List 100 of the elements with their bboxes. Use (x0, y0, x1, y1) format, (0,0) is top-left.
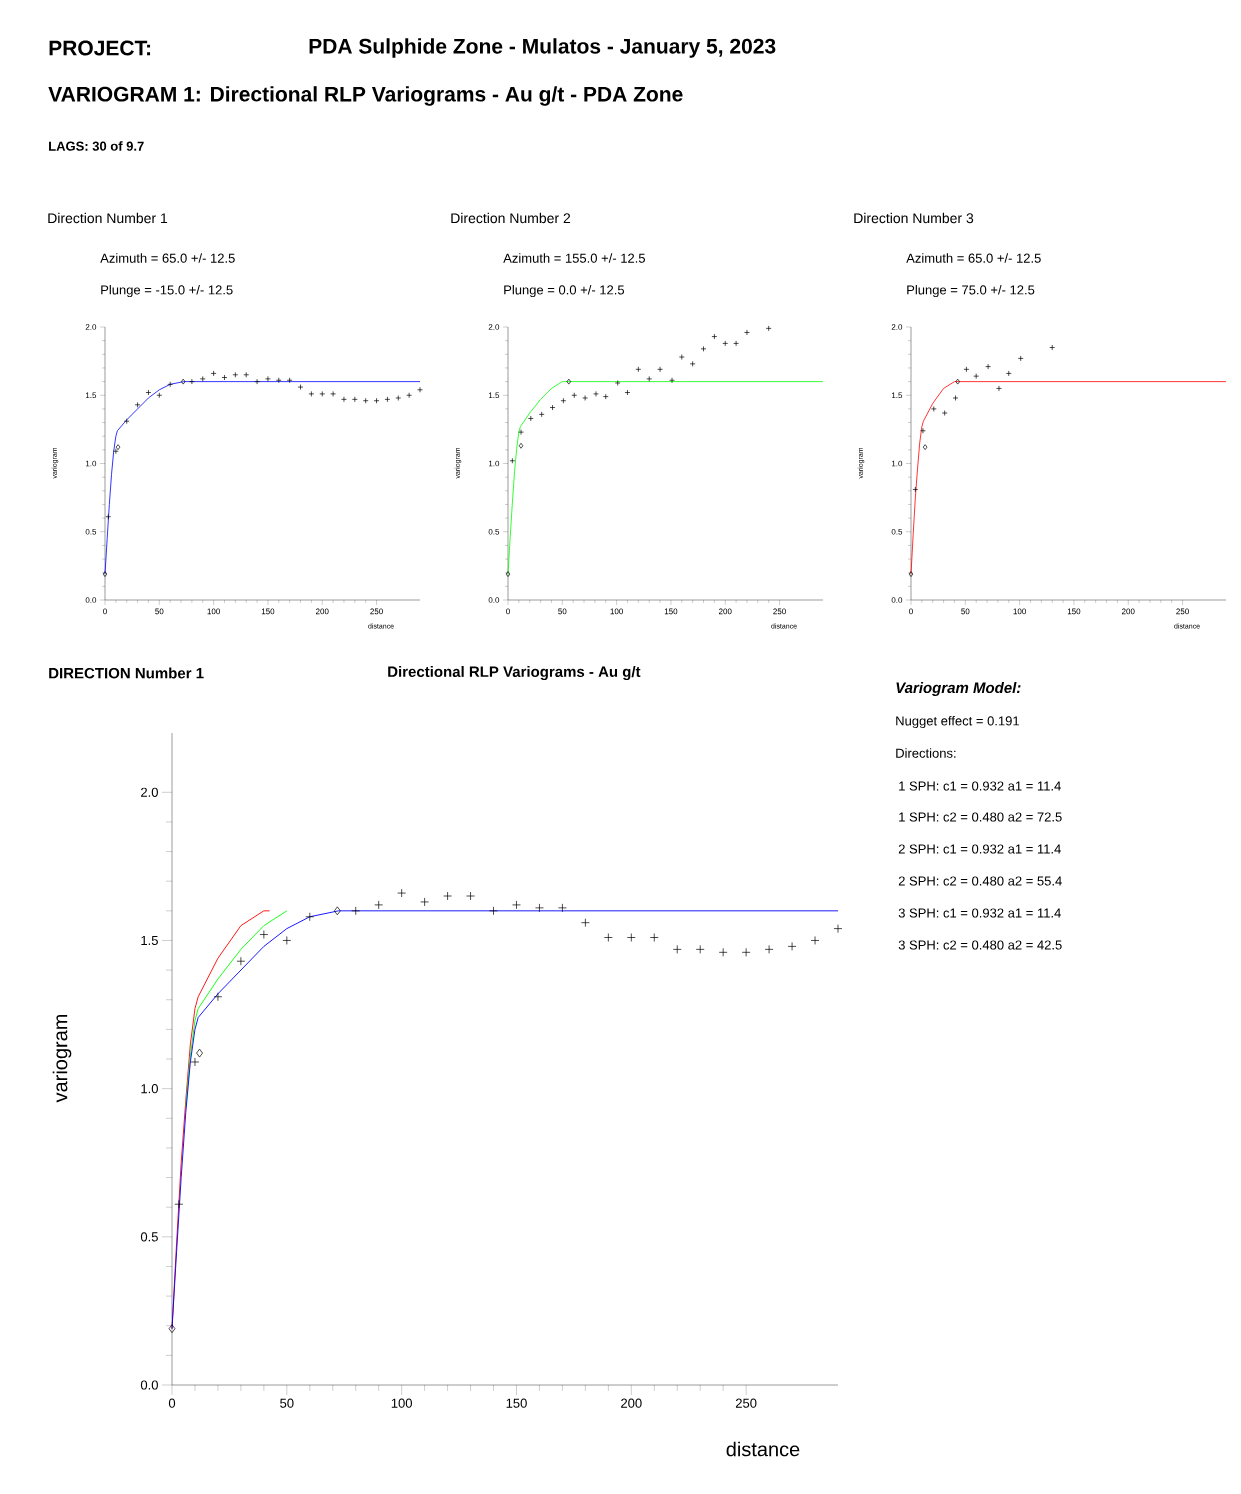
point (538, 411, 545, 418)
x-tick-label: 150 (506, 1398, 527, 1408)
x-tick-label: 250 (370, 608, 383, 615)
x-tick-label: 50 (558, 608, 567, 615)
point (351, 906, 361, 916)
x-tick-label: 150 (1067, 608, 1081, 615)
point (406, 392, 412, 399)
point (362, 397, 369, 404)
text: Azimuth = 155.0 +/- 12.5 (503, 253, 645, 263)
chart-title: Direction Number 2 (451, 212, 571, 224)
point (787, 942, 797, 951)
y-tick-label: 0.5 (488, 528, 500, 535)
point (199, 376, 206, 382)
point (955, 378, 960, 385)
chart-subtitle: Directional RLP Variograms - Au g/t (388, 665, 641, 681)
y-tick-label: 2.0 (891, 324, 903, 330)
x-tick-label: 150 (261, 608, 275, 615)
point (180, 378, 186, 385)
x-tick-label: 250 (1176, 608, 1189, 615)
chart-title: Direction Number 3 (854, 212, 974, 224)
point (963, 366, 970, 373)
point (624, 389, 631, 396)
y-axis-title: variogram (52, 1014, 72, 1103)
text: VARIOGRAM 1: Directional RLP Variograms - Au g/t - PDA Zone (48, 86, 683, 106)
point (518, 429, 524, 435)
y-tick-label: 0.0 (891, 597, 903, 603)
point (765, 325, 772, 332)
point (113, 448, 119, 455)
point (145, 389, 152, 396)
point (236, 956, 246, 966)
y-tick-label: 0.5 (891, 528, 903, 535)
point (695, 945, 705, 954)
y-tick-label: 1.0 (141, 1084, 158, 1094)
text: Plunge = 0.0 +/- 12.5 (504, 284, 625, 298)
point (560, 397, 567, 404)
point (466, 891, 475, 901)
point (232, 371, 239, 378)
x-tick-label: 0 (103, 608, 107, 615)
point (1017, 355, 1024, 362)
y-tick-label: 1.0 (891, 460, 903, 467)
x-tick-label: 0 (168, 1398, 176, 1408)
point (509, 457, 516, 464)
point (297, 384, 304, 390)
point (210, 370, 217, 377)
point (102, 571, 108, 577)
point (920, 427, 926, 434)
point (395, 395, 402, 401)
point (134, 401, 141, 408)
text: 1 SPH: c2 = 0.480 a2 = 72.5 (899, 812, 1062, 822)
text: Directions: (896, 748, 956, 758)
point (952, 395, 959, 401)
point (1005, 370, 1012, 377)
point (319, 391, 326, 397)
text: Azimuth = 65.0 +/- 12.5 (906, 253, 1041, 263)
point (581, 918, 590, 928)
point (626, 933, 636, 942)
x-tick-label: 100 (391, 1398, 412, 1408)
y-tick-label: 0.0 (488, 597, 500, 603)
point (973, 373, 980, 379)
text: LAGS: 30 of 9.7 (49, 141, 144, 151)
point (614, 380, 621, 386)
line-series (185, 910, 288, 1107)
point (213, 992, 223, 1002)
x-tick-label: 200 (1121, 608, 1135, 615)
point (700, 346, 707, 352)
point (489, 906, 498, 916)
text: 2 SPH: c2 = 0.480 a2 = 55.4 (898, 876, 1062, 886)
point (941, 410, 948, 416)
point (646, 376, 653, 382)
point (167, 381, 174, 388)
point (582, 395, 588, 401)
point (505, 571, 511, 577)
point (384, 396, 391, 403)
point (190, 1057, 200, 1067)
text: Nugget effect = 0.191 (896, 715, 1019, 729)
point (397, 888, 407, 898)
point (718, 947, 728, 957)
y-tick-label: 0.5 (140, 1232, 158, 1242)
point (549, 404, 556, 411)
y-tick-label: 1.5 (891, 392, 903, 399)
x-tick-label: 250 (773, 608, 786, 615)
point (711, 333, 718, 340)
point (566, 378, 572, 385)
x-tick-label: 50 (155, 608, 164, 615)
x-tick-label: 200 (718, 608, 732, 615)
point (254, 378, 260, 385)
point (669, 377, 675, 384)
point (351, 396, 358, 403)
point (518, 442, 524, 449)
point (334, 906, 341, 916)
point (282, 936, 292, 945)
point (604, 933, 613, 942)
y-tick-label: 1.5 (141, 935, 158, 945)
y-tick-label: 1.0 (85, 460, 97, 467)
y-tick-label: 0.0 (85, 597, 97, 603)
point (922, 444, 928, 450)
text: PROJECT: (49, 40, 151, 56)
point (189, 378, 195, 385)
point (156, 392, 163, 399)
x-tick-label: 50 (280, 1398, 294, 1408)
